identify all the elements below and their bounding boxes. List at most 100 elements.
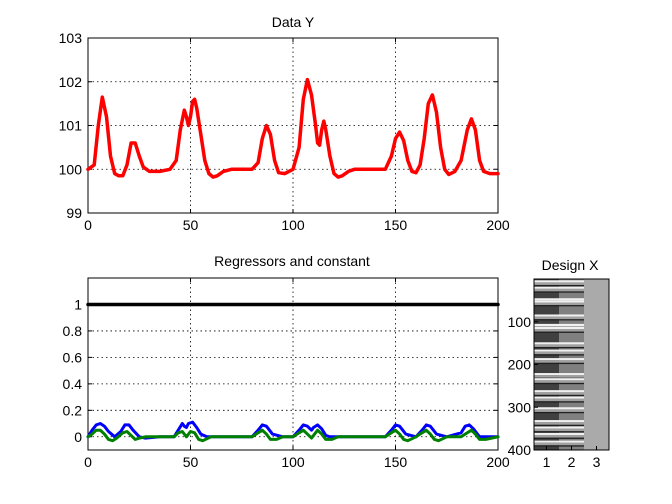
design-x-band-shade-2-6 xyxy=(559,329,584,332)
design-x-band-shade-2-13 xyxy=(559,398,584,402)
design-x-band-dark-2-11 xyxy=(559,382,584,385)
design-x-band-shade-1-3 xyxy=(534,302,559,306)
design-x-band-2-16 xyxy=(559,426,584,429)
design-x-band-shade-1-11 xyxy=(534,380,559,383)
data-y-grid xyxy=(88,38,498,213)
design-x-band-dark-2-12 xyxy=(559,394,584,397)
regressors-ytick-label-5: 1 xyxy=(74,296,82,312)
design-x-band-dark-2-4 xyxy=(559,319,584,321)
design-x-band-1-1 xyxy=(534,286,559,289)
design-x-column-3 xyxy=(584,279,609,450)
design-x-band-dark-1-0 xyxy=(534,284,559,287)
design-x-band-dark-2-18 xyxy=(559,445,584,447)
data-y-series xyxy=(86,77,500,179)
design-x-band-dark-1-16 xyxy=(534,431,559,433)
design-x-band-1-8 xyxy=(534,349,559,352)
design-x-band-1-4 xyxy=(534,314,559,317)
regressors-ytick-label-4: 0.8 xyxy=(63,323,83,339)
design-x-band-dark-1-4 xyxy=(534,319,559,321)
design-x-band-1-9 xyxy=(534,358,559,361)
regressors-xtick-label-3: 150 xyxy=(384,454,408,470)
design-x-band-shade-2-10 xyxy=(559,375,584,378)
design-x-band-dark-1-18 xyxy=(534,445,559,447)
design-x-band-dark-1-1 xyxy=(534,291,559,293)
regressors-ytick-label-1: 0.2 xyxy=(63,402,83,418)
data-y-ytick-label-0: 99 xyxy=(66,205,82,221)
design-x-band-shade-2-15 xyxy=(559,422,584,425)
design-x-band-2-17 xyxy=(559,432,584,436)
design-x-band-2-18 xyxy=(559,440,584,443)
design-x-band-shade-2-18 xyxy=(559,442,584,446)
regressors-chart: Regressors and constant 0 50 100 150 200 0 0.2… xyxy=(63,253,510,470)
data-y-ytick-label-2: 101 xyxy=(59,118,83,134)
design-x-band-shade-2-8 xyxy=(559,351,584,355)
design-x-band-1-6 xyxy=(534,326,559,330)
design-x-band-shade-1-4 xyxy=(534,316,559,320)
design-x-band-2-7 xyxy=(559,342,584,345)
design-x-band-dark-1-13 xyxy=(534,401,559,403)
design-x-band-2-2 xyxy=(559,298,584,301)
data-y-xtick-label-1: 50 xyxy=(183,217,199,233)
data-y-ytick-label-3: 102 xyxy=(59,74,83,90)
regressors-series xyxy=(86,302,500,443)
design-x-band-2-9 xyxy=(559,358,584,361)
design-x-band-1-0 xyxy=(534,280,559,283)
design-x-band-dark-2-3 xyxy=(559,305,584,307)
design-x-band-1-11 xyxy=(534,378,559,381)
design-x-ticks: 100 200 300 400 1 2 3 xyxy=(508,314,601,470)
design-x-band-2-11 xyxy=(559,378,584,381)
design-x-band-dark-1-8 xyxy=(534,354,559,356)
design-x-band-2-8 xyxy=(559,349,584,352)
design-x-band-1-12 xyxy=(534,390,559,393)
design-x-band-2-6 xyxy=(559,326,584,330)
design-x-band-dark-1-6 xyxy=(534,331,559,333)
design-x-band-1-15 xyxy=(534,420,559,423)
design-x-band-dark-2-16 xyxy=(559,431,584,433)
design-x-band-dark-2-17 xyxy=(559,437,584,439)
data-y-ytick-label-4: 103 xyxy=(59,30,83,46)
design-x-band-dark-1-12 xyxy=(534,394,559,397)
design-x-band-2-0 xyxy=(559,280,584,283)
design-x-ytick-label-1: 200 xyxy=(508,357,532,373)
data-y-chart: Data Y 0 50 100 150 200 99 100 101 102 103 xyxy=(59,14,510,233)
design-x-band-shade-1-16 xyxy=(534,428,559,432)
data-y-title: Data Y xyxy=(272,14,315,30)
design-x-band-dark-1-14 xyxy=(534,411,559,414)
design-x-band-2-4 xyxy=(559,314,584,317)
design-x-band-2-14 xyxy=(559,407,584,410)
design-x-band-shade-2-3 xyxy=(559,302,584,306)
design-x-band-dark-2-9 xyxy=(559,362,584,365)
design-x-band-1-2 xyxy=(534,298,559,301)
data-y-xtick-label-0: 0 xyxy=(84,217,92,233)
design-x-band-2-13 xyxy=(559,396,584,399)
data-y-xtick-label-4: 200 xyxy=(486,217,510,233)
design-x-band-shade-2-12 xyxy=(559,392,584,395)
regressors-xtick-label-1: 50 xyxy=(183,454,199,470)
design-x-band-dark-1-15 xyxy=(534,424,559,427)
regressors-title: Regressors and constant xyxy=(214,253,370,269)
design-x-band-shade-1-1 xyxy=(534,288,559,292)
design-x-ytick-label-0: 100 xyxy=(508,314,532,330)
design-x-band-dark-1-7 xyxy=(534,346,559,349)
design-x-xtick-label-2: 3 xyxy=(593,454,601,470)
design-x-band-dark-2-0 xyxy=(559,284,584,287)
design-x-band-shade-2-0 xyxy=(559,282,584,285)
design-x-band-shade-1-15 xyxy=(534,422,559,425)
design-x-band-1-16 xyxy=(534,426,559,429)
design-x-band-dark-1-3 xyxy=(534,305,559,307)
design-x-band-shade-1-9 xyxy=(534,360,559,363)
design-x-band-dark-2-8 xyxy=(559,354,584,356)
regressors-series-line-2 xyxy=(86,428,500,443)
design-x-band-dark-2-1 xyxy=(559,291,584,293)
design-x-band-1-14 xyxy=(534,407,559,410)
design-x-band-2-12 xyxy=(559,390,584,393)
design-x-band-shade-2-16 xyxy=(559,428,584,432)
data-y-xtick-label-3: 150 xyxy=(384,217,408,233)
design-x-band-shade-2-9 xyxy=(559,360,584,363)
design-x-band-shade-1-14 xyxy=(534,409,559,412)
design-x-band-shade-2-11 xyxy=(559,380,584,383)
design-x-band-2-5 xyxy=(559,323,584,327)
design-x-band-shade-2-1 xyxy=(559,288,584,292)
data-y-ytick-label-1: 100 xyxy=(59,161,83,177)
design-x-band-shade-2-4 xyxy=(559,316,584,320)
